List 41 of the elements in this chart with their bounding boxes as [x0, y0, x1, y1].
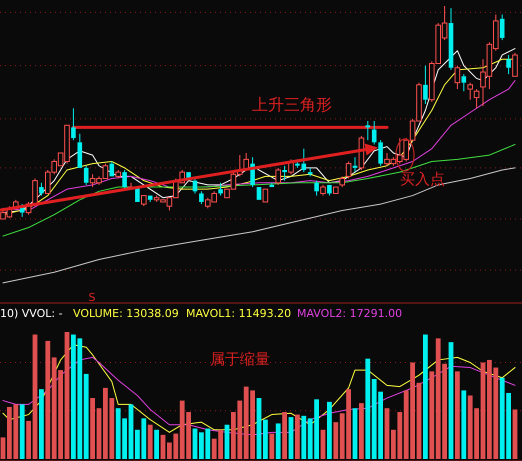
text: MAVOL2: 17291.00: [297, 307, 402, 320]
candlestick: [423, 65, 428, 104]
annotation: 属于缩量: [210, 350, 270, 368]
bar: [276, 423, 281, 459]
bar: [84, 374, 89, 459]
bar: [429, 371, 434, 459]
bar: [448, 342, 454, 459]
bar: [282, 412, 287, 459]
candlestick: [282, 165, 287, 182]
bar: [20, 404, 25, 459]
annotation: 买入点: [400, 170, 445, 188]
candlestick: [314, 180, 319, 196]
candlestick: [352, 156, 358, 173]
bar: [333, 422, 338, 459]
candlestick: [366, 120, 370, 141]
bar: [154, 430, 159, 459]
candlestick: [462, 74, 466, 92]
bar: [39, 389, 44, 459]
bar: [295, 414, 300, 459]
bar: [365, 358, 370, 459]
bar: [301, 416, 306, 459]
bar: [320, 430, 326, 459]
text: 10) VVOL: -: [0, 307, 63, 320]
bar: [359, 403, 364, 459]
bar: [288, 417, 294, 459]
bar: [269, 434, 274, 459]
text: MAVOL1: 11493.20: [186, 307, 292, 320]
bar: [224, 424, 230, 459]
bar: [327, 402, 332, 459]
bar: [148, 424, 153, 459]
text: S: [88, 291, 96, 304]
bar: [45, 340, 50, 459]
bar: [352, 408, 358, 459]
candlestick: [506, 54, 511, 75]
bar: [512, 409, 518, 459]
annotation: 上升三角形: [252, 95, 332, 114]
bar: [423, 334, 428, 459]
bar: [455, 371, 460, 459]
text: VOLUME: 13038.09: [73, 307, 179, 320]
candlestick: [378, 140, 383, 166]
bar: [461, 390, 466, 459]
